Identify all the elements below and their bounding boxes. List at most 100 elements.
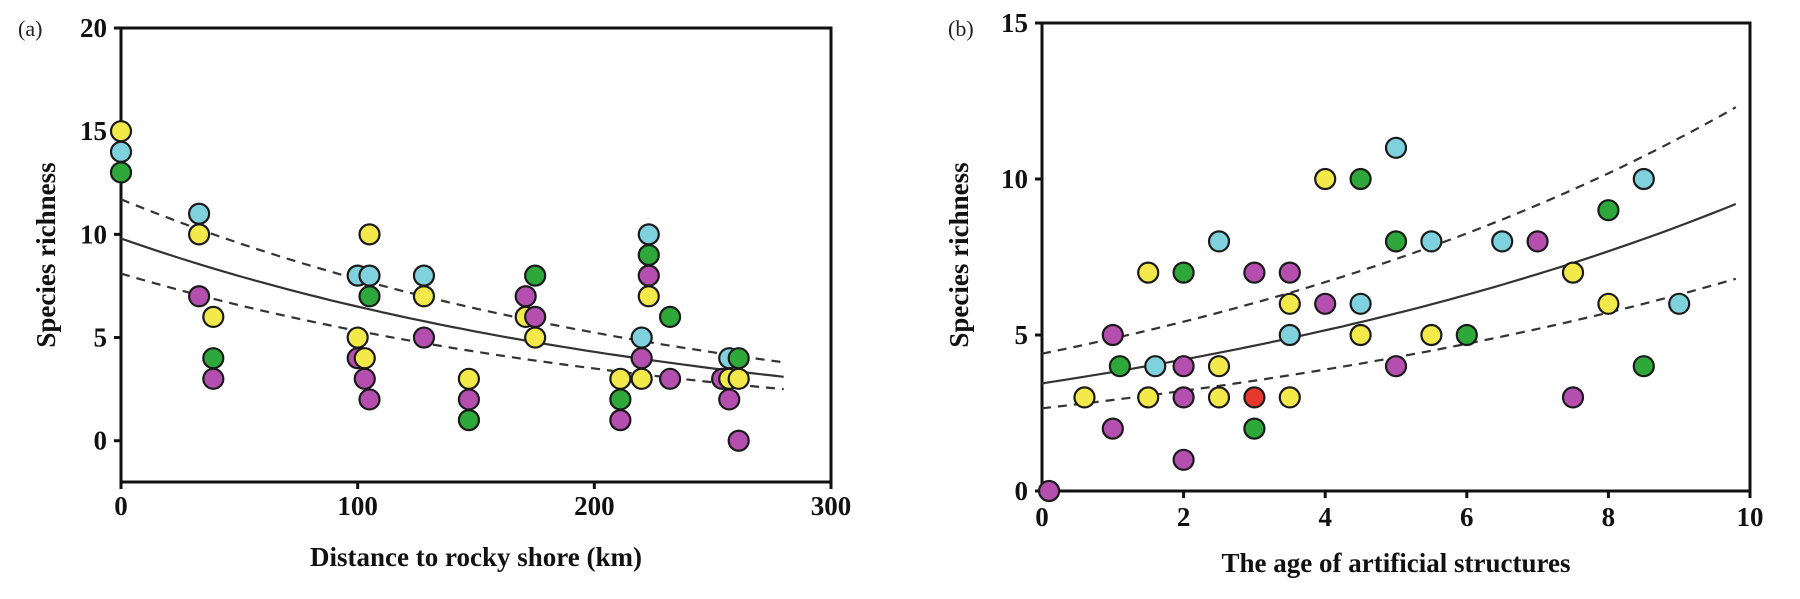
panel-a-point-green <box>358 285 381 308</box>
panel-b-plot-frame <box>1040 21 1752 493</box>
panel-b-point-purple <box>1101 417 1124 440</box>
panel-a-point-yellow <box>346 326 369 349</box>
panel-b-point-green <box>1455 323 1478 347</box>
panel-a-y-tick-label: 10 <box>80 219 107 249</box>
panel-a-point-green <box>457 408 480 432</box>
panel-a-point-cyan <box>637 223 660 246</box>
panel-a-point-cyan <box>412 264 436 287</box>
panel-a-point-cyan <box>188 202 211 225</box>
panel-a-point-green <box>109 161 133 184</box>
panel-b-y-tick-label: 0 <box>1015 476 1029 506</box>
panel-a-point-purple <box>202 367 225 390</box>
panel-a-point-yellow <box>353 347 376 370</box>
panel-a-point-yellow <box>188 223 211 246</box>
panel-b-point-purple <box>1384 355 1408 378</box>
panel-b-point-purple <box>1314 292 1337 315</box>
panel-a-point-yellow <box>637 285 660 308</box>
panel-a-chart: (a) Species richness Distance to rocky s… <box>18 13 851 572</box>
panel-a-y-tick-label: 5 <box>94 323 108 353</box>
panel-b-fit-line <box>1041 202 1737 385</box>
panel-b-x-tick-label: 2 <box>1177 502 1191 532</box>
panel-b-point-cyan <box>1491 230 1514 253</box>
panel-a-point-green <box>202 347 225 370</box>
panel-b-label: (b) <box>948 16 974 41</box>
panel-b-x-tick-label: 8 <box>1602 502 1616 532</box>
panel-a-x-tick-label: 300 <box>811 491 852 521</box>
panel-b-point-green <box>1632 355 1655 378</box>
panel-a-plot-frame <box>119 26 833 484</box>
panel-a-y-tick-label: 20 <box>80 13 107 43</box>
panel-a-label: (a) <box>18 16 42 41</box>
panel-a-point-yellow <box>609 367 632 390</box>
panel-a-point-purple <box>524 305 547 329</box>
panel-a-point-purple <box>727 429 750 452</box>
panel-b-point-green <box>1243 417 1266 440</box>
panel-b-point-green <box>1349 167 1372 191</box>
panel-a-y-axis-title: Species richness <box>31 162 61 347</box>
panel-a-point-purple <box>630 347 653 370</box>
panel-b-x-tick-label: 6 <box>1460 502 1474 532</box>
panel-a-point-yellow <box>457 367 480 390</box>
panel-b-point-yellow <box>1073 386 1096 409</box>
panel-a-x-tick-label: 200 <box>574 491 615 521</box>
panel-b-point-purple <box>1172 355 1195 378</box>
panel-b-point-yellow <box>1349 323 1372 347</box>
panel-b-y-axis-title: Species richness <box>944 162 974 347</box>
panel-b-y-tick-label: 15 <box>1001 8 1028 38</box>
panel-a-point-yellow <box>524 326 547 349</box>
panel-b-chart: (b) Species richness The age of artifici… <box>944 8 1764 578</box>
panel-a-point-purple <box>358 388 381 411</box>
panel-b-y-tick-label: 5 <box>1015 320 1029 350</box>
panel-b-point-red <box>1243 386 1266 409</box>
panel-b-x-tick-label: 10 <box>1737 502 1764 532</box>
panel-b-x-tick-label: 0 <box>1035 502 1049 532</box>
panel-b-point-cyan <box>1278 323 1301 347</box>
panel-a-upper-ci-line <box>120 198 784 364</box>
panel-b-point-green <box>1108 355 1131 378</box>
panel-b-point-yellow <box>1137 261 1160 284</box>
panel-a-point-purple <box>718 388 741 411</box>
panel-b-point-green <box>1384 230 1408 253</box>
panel-b-point-yellow <box>1314 167 1337 191</box>
panel-a-x-tick-label: 100 <box>337 491 378 521</box>
panel-b-point-yellow <box>1137 386 1160 409</box>
panel-b-point-cyan <box>1420 230 1443 253</box>
panel-a-x-tick-label: 0 <box>114 491 128 521</box>
panel-b-point-purple <box>1172 386 1195 409</box>
panel-a-point-cyan <box>630 326 653 349</box>
panel-a-point-purple <box>637 264 660 287</box>
panel-b-point-purple <box>1526 230 1549 253</box>
panel-a-point-purple <box>457 388 480 411</box>
panel-b-point-yellow <box>1207 355 1231 378</box>
panel-a-y-tick-label: 15 <box>80 116 107 146</box>
panel-b-point-cyan <box>1668 292 1691 315</box>
panel-a-point-green <box>609 388 632 411</box>
panel-b-y-tick-label: 10 <box>1001 164 1028 194</box>
panel-b-point-yellow <box>1278 292 1301 315</box>
panel-a-point-green <box>524 264 547 287</box>
panel-a-point-yellow <box>202 305 225 329</box>
panel-a-point-yellow <box>727 367 750 390</box>
panel-a-point-green <box>658 305 682 329</box>
panel-a-point-green <box>637 243 660 267</box>
panel-a-point-yellow <box>412 285 436 308</box>
panel-a-point-green <box>727 347 750 370</box>
panel-b-point-green <box>1172 261 1195 284</box>
panel-a-point-yellow <box>109 120 133 143</box>
panel-b-point-purple <box>1037 479 1061 503</box>
panel-a-point-purple <box>514 285 537 308</box>
panel-b-point-yellow <box>1597 292 1620 315</box>
panel-a-point-purple <box>412 326 436 349</box>
panel-a-point-purple <box>188 285 211 308</box>
panel-b-point-cyan <box>1632 167 1655 191</box>
panel-b-point-purple <box>1101 323 1124 347</box>
panel-a-point-purple <box>609 408 632 432</box>
panel-b-x-axis-title: The age of artificial structures <box>1222 548 1571 578</box>
panel-a-point-purple <box>658 367 682 390</box>
panel-b-point-cyan <box>1144 355 1167 378</box>
panel-b-point-yellow <box>1561 261 1585 284</box>
panel-a-x-axis-title: Distance to rocky shore (km) <box>310 542 642 572</box>
panel-b-point-yellow <box>1207 386 1231 409</box>
panel-b-point-purple <box>1278 261 1301 284</box>
panel-b-point-purple <box>1243 261 1266 284</box>
